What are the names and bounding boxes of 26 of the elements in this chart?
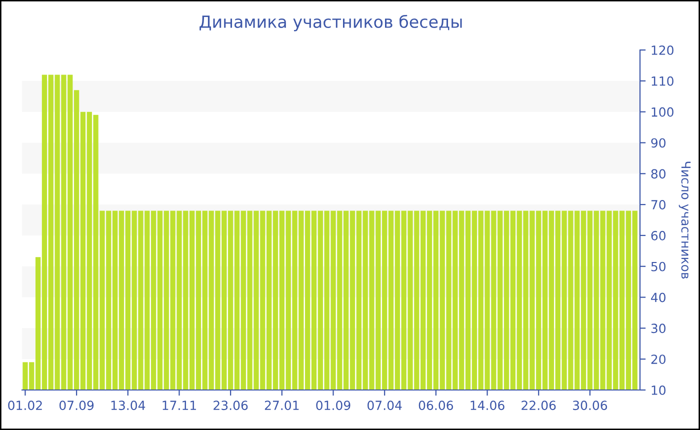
y-tick-label: 80 [651, 169, 666, 179]
x-tick-label: 13.04 [111, 400, 146, 410]
y-tick-label: 70 [651, 200, 666, 210]
y-axis-title: Число участников [678, 162, 691, 279]
x-tick-label: 14.06 [470, 400, 504, 410]
y-tick-label: 40 [651, 292, 666, 302]
x-tick-label: 01.09 [316, 400, 350, 410]
x-tick-label: 01.02 [8, 400, 42, 410]
y-tick-label: 90 [651, 138, 666, 148]
y-tick-label: 110 [652, 76, 674, 86]
x-tick-label: 06.06 [418, 400, 454, 410]
chart-title: Динамика участников беседы [200, 14, 462, 32]
x-tick-label: 22.06 [522, 400, 556, 410]
y-tick-label: 120 [652, 45, 674, 55]
y-tick-label: 10 [652, 385, 666, 395]
y-tick-label: 100 [652, 107, 674, 117]
x-tick-label: 30.06 [573, 400, 608, 410]
y-tick-label: 50 [651, 262, 666, 272]
y-tick-label: 20 [651, 354, 666, 364]
x-tick-label: 07.09 [59, 400, 94, 410]
x-tick-label: 07.04 [368, 400, 402, 410]
y-tick-label: 60 [651, 230, 666, 240]
x-tick-label: 17.11 [162, 400, 196, 410]
x-tick-label: 27.01 [264, 400, 299, 410]
y-tick-label: 30 [651, 324, 666, 334]
x-tick-label: 23.06 [214, 400, 248, 410]
